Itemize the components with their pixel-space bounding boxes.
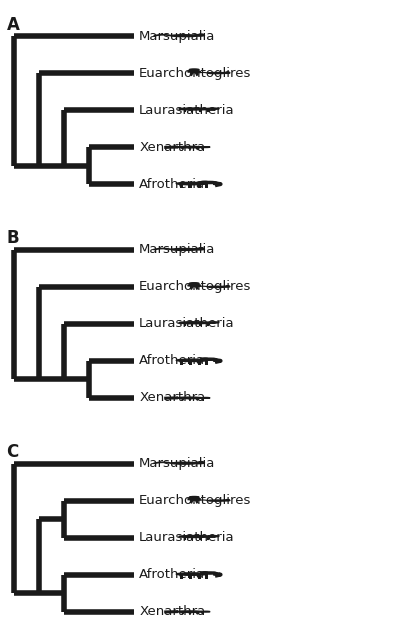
Ellipse shape [176,573,207,575]
Circle shape [202,358,216,360]
FancyBboxPatch shape [190,497,198,500]
Ellipse shape [207,108,218,109]
Ellipse shape [171,249,196,251]
Text: Euarchontoglires: Euarchontoglires [139,494,251,507]
Text: Afrotheria: Afrotheria [139,568,205,581]
Circle shape [202,572,216,574]
Ellipse shape [198,248,203,249]
Text: Laurasiatheria: Laurasiatheria [139,104,234,117]
Text: A: A [7,15,20,33]
Ellipse shape [200,572,207,573]
Ellipse shape [176,359,207,361]
Text: Marsupialia: Marsupialia [139,243,215,256]
Text: Xenarthra: Xenarthra [139,392,205,404]
Ellipse shape [178,108,209,110]
FancyBboxPatch shape [190,283,198,287]
FancyBboxPatch shape [190,70,198,73]
Circle shape [202,182,216,184]
Circle shape [193,249,204,250]
Text: Laurasiatheria: Laurasiatheria [139,531,234,544]
Ellipse shape [176,397,201,399]
Circle shape [189,497,198,498]
Ellipse shape [200,397,209,398]
Ellipse shape [208,286,225,287]
Ellipse shape [171,35,196,37]
Circle shape [222,500,229,501]
Circle shape [222,72,229,73]
Text: Marsupialia: Marsupialia [139,30,215,43]
Text: B: B [7,229,19,247]
Ellipse shape [207,536,218,537]
Ellipse shape [207,322,218,323]
Ellipse shape [176,182,207,185]
Circle shape [189,69,198,70]
Text: Afrotheria: Afrotheria [139,354,205,367]
Text: C: C [7,443,19,461]
Ellipse shape [178,536,209,538]
Circle shape [193,35,204,36]
Circle shape [222,286,229,287]
Circle shape [189,283,198,284]
Text: Euarchontoglires: Euarchontoglires [139,280,251,293]
Ellipse shape [198,34,203,35]
Ellipse shape [200,611,209,612]
Ellipse shape [178,322,209,324]
Text: Xenarthra: Xenarthra [139,140,205,154]
Ellipse shape [171,462,196,464]
Ellipse shape [208,500,225,501]
Text: Marsupialia: Marsupialia [139,457,215,470]
Ellipse shape [200,181,207,183]
Circle shape [193,462,204,464]
Text: Afrotheria: Afrotheria [139,178,205,191]
Text: Euarchontoglires: Euarchontoglires [139,66,251,80]
Text: Xenarthra: Xenarthra [139,605,205,618]
Ellipse shape [176,146,201,148]
Ellipse shape [176,611,201,612]
Ellipse shape [200,358,207,359]
Text: Laurasiatheria: Laurasiatheria [139,317,234,330]
